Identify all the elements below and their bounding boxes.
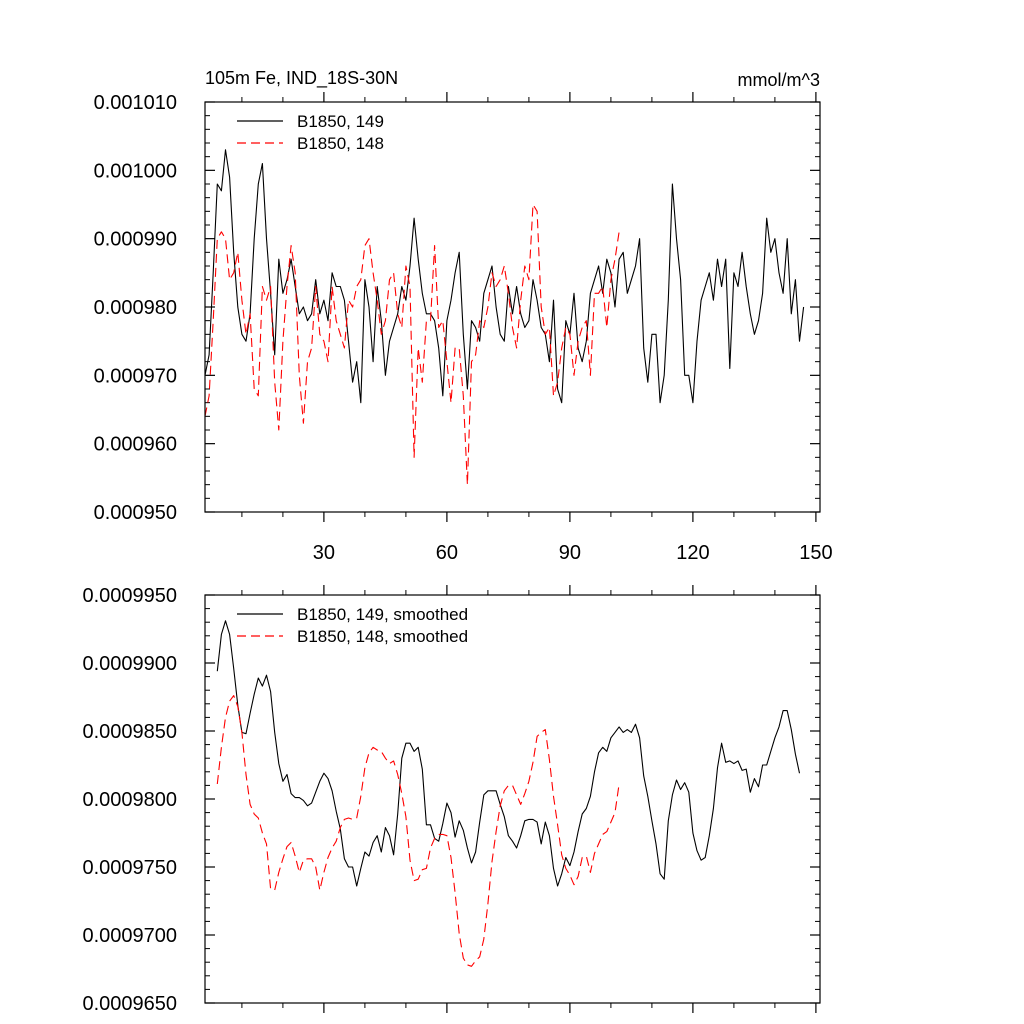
plot-frame — [204, 594, 821, 1004]
bottom-panel: 0.0009650 0.0009700 0.0009750 0.0009800 0.00… — [82, 585, 821, 1015]
y-tick-label: 0.0009850 — [82, 721, 177, 743]
series-line — [204, 203, 620, 486]
legend: B1850, 149, smoothed B1850, 148, smoothed — [237, 605, 468, 646]
legend-entry: B1850, 149 — [297, 112, 384, 131]
series-line — [216, 695, 620, 967]
y-tick-label: 0.0009700 — [82, 925, 177, 947]
y-tick-label: 0.0009800 — [82, 789, 177, 811]
y-tick-label: 0.000960 — [94, 434, 177, 456]
series-lines — [216, 620, 801, 967]
y-tick-label: 0.001000 — [94, 160, 177, 182]
y-tick-label: 0.000970 — [94, 365, 177, 387]
axis-ticks — [205, 585, 820, 1013]
top-panel: 105m Fe, IND_18S-30N mmol/m^3 0.0009500.… — [94, 68, 833, 564]
x-tick-label: 90 — [559, 542, 581, 564]
y-tick-label: 0.000950 — [94, 502, 177, 524]
y-tick-label: 0.0009650 — [82, 993, 177, 1015]
series-lines — [204, 149, 805, 486]
legend-entry: B1850, 149, smoothed — [297, 605, 468, 624]
x-tick-label: 60 — [436, 542, 458, 564]
tick-labels: 0.0009650 0.0009700 0.0009750 0.0009800 0.00… — [82, 585, 177, 1015]
y-tick-label: 0.000990 — [94, 229, 177, 251]
y-tick-label: 0.0009950 — [82, 585, 177, 607]
legend-entry: B1850, 148 — [297, 134, 384, 153]
y-tick-label: 0.0009900 — [82, 653, 177, 675]
tick-labels: 0.000950 0.000960 0.000970 0.000980 0.000990… — [94, 92, 833, 564]
plot-frame — [204, 101, 821, 513]
x-tick-label: 120 — [676, 542, 709, 564]
legend: B1850, 149 B1850, 148 — [237, 112, 384, 153]
y-tick-label: 0.001010 — [94, 92, 177, 114]
chart-units: mmol/m^3 — [738, 70, 820, 90]
x-tick-label: 150 — [799, 542, 832, 564]
x-tick-label: 30 — [313, 542, 335, 564]
chart-title: 105m Fe, IND_18S-30N — [205, 68, 398, 89]
series-line — [204, 149, 805, 404]
legend-entry: B1850, 148, smoothed — [297, 627, 468, 646]
y-tick-label: 0.0009750 — [82, 857, 177, 879]
series-line — [216, 620, 801, 887]
y-tick-label: 0.000980 — [94, 297, 177, 319]
